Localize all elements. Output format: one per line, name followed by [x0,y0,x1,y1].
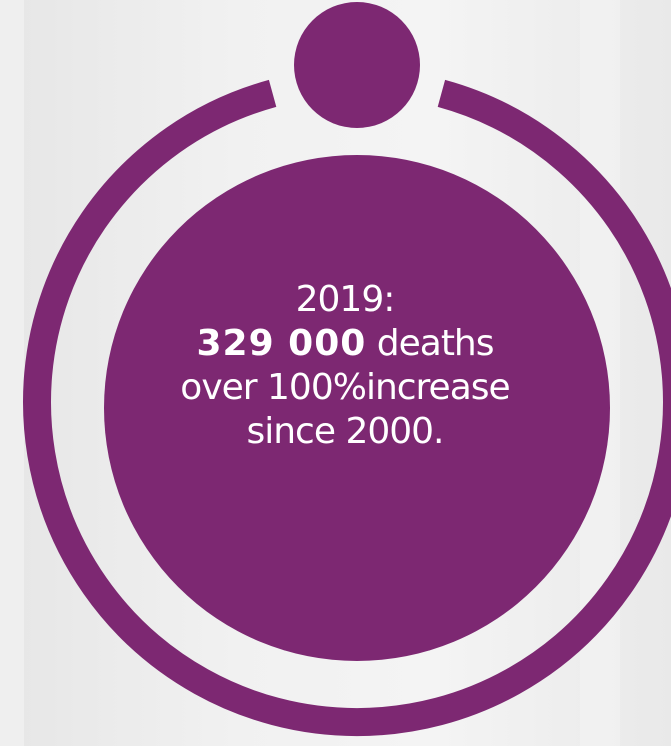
center-disc [104,155,610,661]
top-dot [294,2,420,128]
increase-line: over 100%increase [180,367,510,408]
deaths-value: 329 000 [196,323,367,364]
deaths-suffix: deaths [366,323,495,364]
statistic-callout: 2019: 329 000 deaths over 100%increase s… [135,278,555,454]
since-line: since 2000. [246,411,444,452]
deaths-line: 329 000 deaths [135,322,555,366]
year-label: 2019: [295,279,396,320]
background-stripe [0,0,24,746]
outer-ring [23,79,671,737]
